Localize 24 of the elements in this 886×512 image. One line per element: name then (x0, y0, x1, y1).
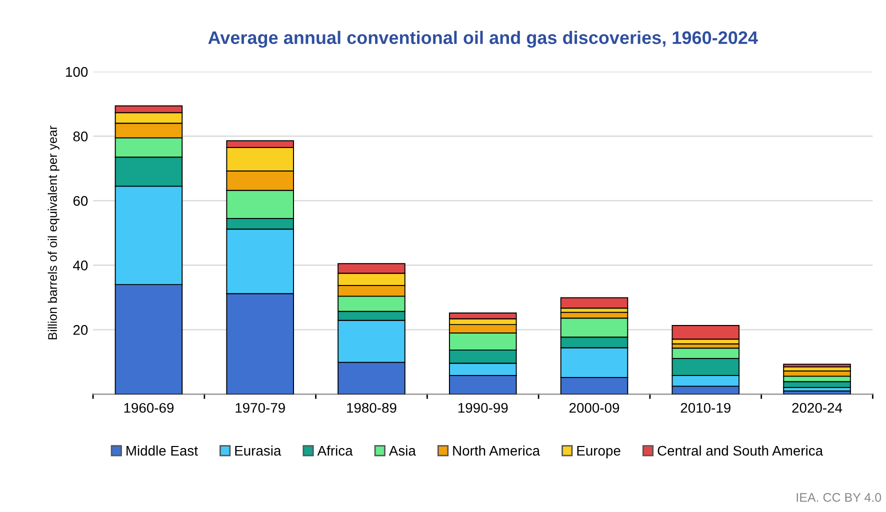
legend-label: Europe (577, 446, 620, 458)
bar (560, 297, 628, 309)
x-tick-label: 2000-09 (569, 402, 620, 413)
legend-label: Africa (317, 445, 353, 456)
y-tick-label: 40 (73, 260, 88, 270)
x-tick-label: 1960-69 (124, 402, 174, 413)
x-tick-label: 1970-79 (236, 402, 285, 413)
y-axis-title: Billion barrels of oil equivalent per year (48, 126, 60, 340)
text: IEA. CC BY 4.0 (796, 493, 882, 502)
legend-label: Central and South America (658, 445, 824, 456)
y-tick-label: 80 (73, 132, 88, 142)
legend-label: Asia (388, 445, 416, 456)
x-tick-label: 1990-99 (458, 402, 508, 413)
chart-title: Average annual conventional oil and gas discoveries, 1960-2024 (208, 30, 758, 48)
y-tick-label: 100 (66, 67, 88, 77)
x-tick-label: 2010-19 (680, 402, 730, 413)
legend-label: North America (453, 445, 540, 456)
x-tick-label: 1980-89 (347, 402, 396, 413)
y-tick-label: 60 (73, 196, 88, 206)
legend-label: Middle East (126, 445, 198, 456)
legend-label: Eurasia (235, 445, 282, 456)
x-tick-label: 2020-24 (792, 402, 842, 413)
y-tick-label: 20 (73, 325, 88, 335)
bar (783, 364, 851, 368)
